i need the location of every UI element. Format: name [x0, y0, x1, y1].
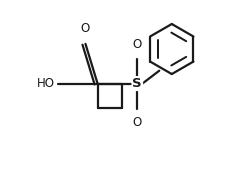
- Text: S: S: [132, 77, 142, 90]
- Text: O: O: [81, 22, 90, 35]
- Text: O: O: [133, 38, 142, 51]
- Text: HO: HO: [36, 77, 54, 90]
- Text: O: O: [133, 116, 142, 129]
